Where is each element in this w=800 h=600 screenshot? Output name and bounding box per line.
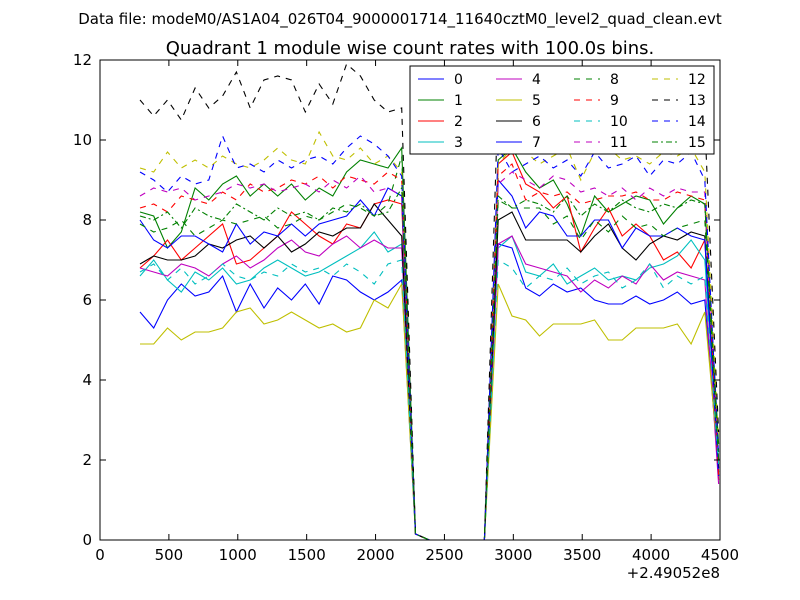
x-tick-label: 3500 — [563, 546, 601, 564]
series-line-1 — [139, 146, 720, 541]
legend-label-15: 15 — [688, 135, 706, 151]
y-tick-label: 8 — [82, 211, 92, 229]
x-tick-label: 0 — [95, 546, 105, 564]
x-tick-label: 1500 — [288, 546, 326, 564]
legend-label-13: 13 — [688, 93, 706, 109]
series-line-4 — [139, 235, 720, 541]
series-line-6 — [139, 203, 720, 541]
x-tick-label: 4500 — [701, 546, 739, 564]
legend-label-8: 8 — [610, 72, 619, 88]
legend-label-7: 7 — [532, 135, 541, 151]
legend-label-6: 6 — [532, 114, 541, 130]
series-line-7 — [139, 178, 720, 541]
legend-label-10: 10 — [610, 114, 628, 130]
legend-box — [409, 65, 715, 155]
x-axis-offset-label: +2.49052e8 — [627, 564, 720, 582]
series-line-0 — [139, 243, 720, 541]
legend-label-4: 4 — [532, 72, 541, 88]
y-tick-label: 0 — [82, 531, 92, 549]
chart-title: Quadrant 1 module wise count rates with … — [166, 38, 655, 59]
y-tick-label: 6 — [82, 291, 92, 309]
x-tick-label: 1000 — [219, 546, 257, 564]
y-tick-label: 10 — [73, 131, 92, 149]
y-tick-label: 2 — [82, 451, 92, 469]
series-line-8 — [139, 155, 720, 541]
x-tick-label: 3000 — [494, 546, 532, 564]
series-line-15 — [139, 186, 720, 541]
legend-label-11: 11 — [610, 135, 628, 151]
legend-label-12: 12 — [688, 72, 706, 88]
x-tick-label: 500 — [155, 546, 184, 564]
x-tick-label: 4000 — [632, 546, 670, 564]
legend-label-14: 14 — [688, 114, 706, 130]
y-tick-label: 4 — [82, 371, 92, 389]
series-line-10 — [139, 259, 720, 541]
series-line-3 — [139, 231, 720, 541]
y-tick-label: 12 — [73, 51, 92, 69]
series-line-2 — [139, 151, 720, 541]
legend-label-2: 2 — [454, 114, 463, 130]
series-line-5 — [140, 282, 720, 541]
x-tick-label: 2500 — [425, 546, 463, 564]
x-tick-label: 2000 — [356, 546, 394, 564]
chart-suptitle: Data file: modeM0/AS1A04_026T04_90000017… — [78, 10, 722, 29]
axes: 0 500 1000 1500 2000 2500 3000 3500 4000 4500 0 2 4 6… — [73, 51, 739, 564]
series-line-9 — [139, 163, 720, 541]
legend-label-1: 1 — [454, 93, 463, 109]
legend-label-0: 0 — [454, 72, 463, 88]
legend-label-3: 3 — [454, 135, 463, 151]
legend-label-5: 5 — [532, 93, 541, 109]
legend-label-9: 9 — [610, 93, 619, 109]
